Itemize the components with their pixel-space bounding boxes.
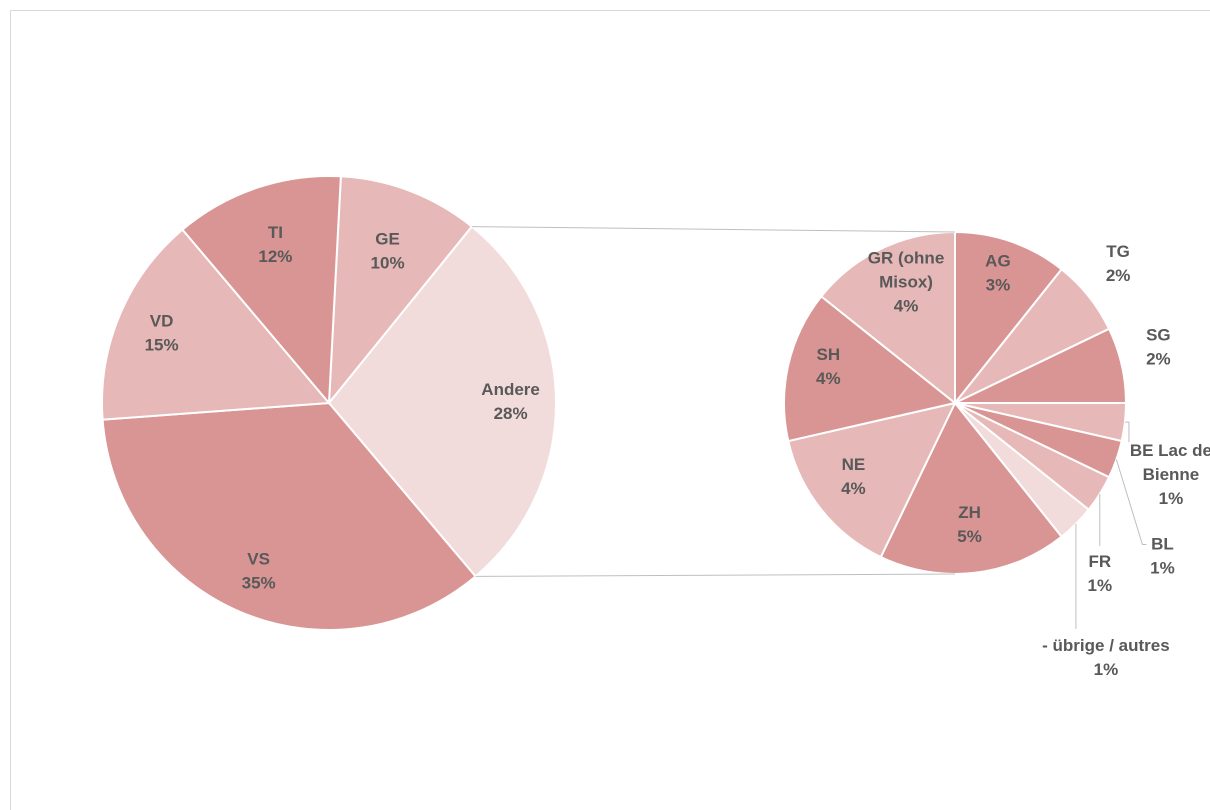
svg-text:1%: 1% bbox=[1088, 576, 1113, 595]
main-label-andere: Andere 28% bbox=[481, 380, 540, 423]
chart-area bbox=[10, 10, 1210, 810]
svg-text:NE: NE bbox=[842, 455, 866, 474]
secondary-slice-ne bbox=[787, 401, 957, 559]
connector-line-top bbox=[471, 226, 956, 233]
svg-text:1%: 1% bbox=[1094, 660, 1119, 679]
svg-text:5%: 5% bbox=[957, 527, 982, 546]
svg-text:2%: 2% bbox=[1106, 266, 1131, 285]
svg-text:2%: 2% bbox=[1146, 350, 1171, 369]
main-slice-ge bbox=[327, 175, 474, 407]
svg-text:- übrige / autres: - übrige / autres bbox=[1042, 636, 1170, 655]
svg-text:AG: AG bbox=[985, 251, 1011, 270]
secondary-label-tg: TG 2% bbox=[1106, 242, 1131, 285]
secondary-label-sg: SG 2% bbox=[1146, 326, 1171, 369]
svg-text:35%: 35% bbox=[242, 573, 276, 592]
svg-text:GR (ohne: GR (ohne bbox=[868, 248, 945, 267]
svg-text:4%: 4% bbox=[841, 479, 866, 498]
svg-text:1%: 1% bbox=[1150, 558, 1175, 577]
secondary-label-ubrige-autres: - übrige / autres 1% bbox=[1042, 636, 1170, 679]
secondary-label-gr-ohne-misox: GR (ohne Misox) 4% bbox=[868, 248, 945, 315]
connector-line-bottom bbox=[475, 573, 956, 577]
pie-of-pie-chart: GE 10% Andere 28% VS 35% VD 15% TI 12% AG 3% TG 2% SG 2… bbox=[101, 175, 1210, 679]
svg-text:ZH: ZH bbox=[958, 503, 981, 522]
svg-text:4%: 4% bbox=[816, 369, 841, 388]
secondary-label-be-lac-de-bienne: BE Lac de Bienne 1% bbox=[1130, 441, 1210, 508]
leader-line-be-lac-de-bienne bbox=[1124, 421, 1130, 443]
svg-text:BL: BL bbox=[1151, 534, 1174, 553]
svg-text:GE: GE bbox=[375, 229, 400, 248]
svg-text:SG: SG bbox=[1146, 326, 1171, 345]
main-label-vs: VS 35% bbox=[242, 549, 276, 592]
secondary-label-ne: NE 4% bbox=[841, 455, 866, 498]
svg-text:10%: 10% bbox=[371, 253, 405, 272]
secondary-slice-ag bbox=[954, 230, 1064, 406]
secondary-slice-zh bbox=[879, 401, 1064, 575]
svg-text:VS: VS bbox=[247, 549, 270, 568]
svg-text:28%: 28% bbox=[494, 404, 528, 423]
main-slice-ti bbox=[181, 175, 342, 406]
main-label-vd: VD 15% bbox=[145, 312, 179, 355]
secondary-slice-gr-ohne-misox bbox=[819, 230, 956, 406]
svg-text:SH: SH bbox=[816, 345, 840, 364]
secondary-label-fr: FR 1% bbox=[1088, 552, 1113, 595]
svg-text:FR: FR bbox=[1088, 552, 1111, 571]
svg-text:TI: TI bbox=[268, 223, 283, 242]
svg-text:TG: TG bbox=[1106, 242, 1130, 261]
secondary-slice-sh bbox=[783, 294, 958, 443]
svg-text:Andere: Andere bbox=[481, 380, 540, 399]
svg-text:1%: 1% bbox=[1159, 489, 1184, 508]
svg-text:VD: VD bbox=[150, 312, 174, 331]
svg-text:BE Lac de: BE Lac de bbox=[1130, 441, 1210, 460]
main-label-ti: TI 12% bbox=[258, 223, 292, 266]
secondary-label-bl: BL 1% bbox=[1150, 534, 1175, 577]
svg-text:Misox): Misox) bbox=[879, 272, 933, 291]
main-slice-vd bbox=[101, 228, 332, 421]
svg-text:Bienne: Bienne bbox=[1143, 465, 1200, 484]
leader-line-bl bbox=[1115, 459, 1147, 545]
main-label-ge: GE 10% bbox=[371, 229, 405, 272]
svg-text:15%: 15% bbox=[145, 336, 179, 355]
secondary-label-ag: AG 3% bbox=[985, 251, 1011, 294]
main-slice-vs bbox=[101, 401, 477, 631]
main-slice-andere bbox=[327, 225, 557, 578]
secondary-label-sh: SH 4% bbox=[816, 345, 841, 388]
secondary-label-zh: ZH 5% bbox=[957, 503, 982, 546]
svg-text:12%: 12% bbox=[258, 247, 292, 266]
svg-text:4%: 4% bbox=[894, 296, 919, 315]
svg-text:3%: 3% bbox=[986, 275, 1011, 294]
